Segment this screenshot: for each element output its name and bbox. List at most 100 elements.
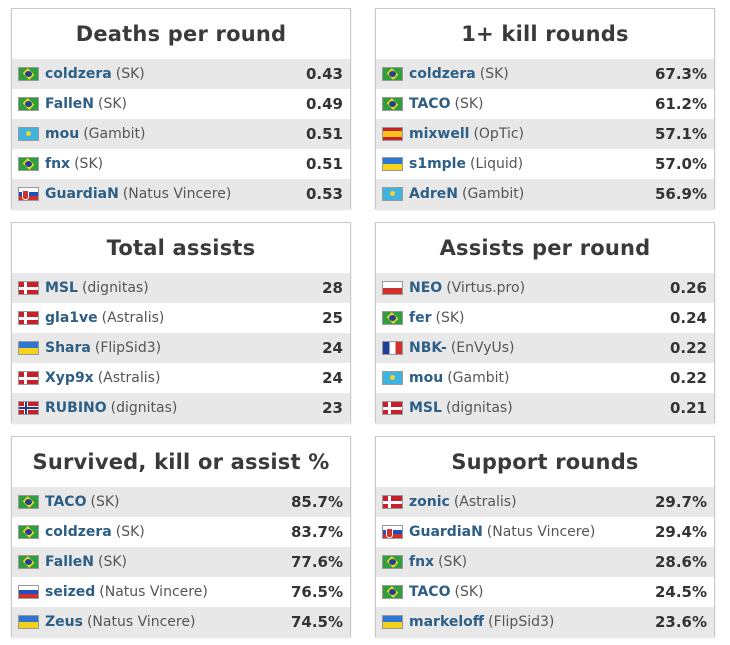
- stat-value: 24: [322, 369, 343, 387]
- player-link[interactable]: markeloff: [409, 614, 485, 630]
- leaderboard-list: zonic (Astralis) 29.7% GuardiaN (Natus Vince…: [376, 487, 714, 637]
- panel-title: Total assists: [106, 236, 256, 260]
- team-name: (Virtus.pro): [446, 280, 526, 296]
- leaderboard-row: coldzera (SK) 67.3%: [376, 59, 714, 89]
- player-link[interactable]: FalleN: [45, 96, 94, 112]
- player-link[interactable]: mixwell: [409, 126, 470, 142]
- leaderboard-row: zonic (Astralis) 29.7%: [376, 487, 714, 517]
- leaderboard-row: mou (Gambit) 0.22: [376, 363, 714, 393]
- team-name: (FlipSid3): [488, 614, 555, 630]
- player-link[interactable]: fnx: [409, 554, 435, 570]
- player-link[interactable]: coldzera: [45, 66, 112, 82]
- leaderboard-row: mou (Gambit) 0.51: [12, 119, 350, 149]
- stat-value: 74.5%: [290, 613, 343, 631]
- country-flag-icon: [382, 615, 403, 629]
- player-link[interactable]: zonic: [409, 494, 450, 510]
- country-flag-icon: [382, 525, 403, 539]
- team-name: (SK): [479, 66, 509, 82]
- country-flag-icon: [382, 555, 403, 569]
- player-link[interactable]: TACO: [409, 96, 451, 112]
- leaderboard-row: gla1ve (Astralis) 25: [12, 303, 350, 333]
- player-link[interactable]: FalleN: [45, 554, 94, 570]
- stat-value: 67.3%: [654, 65, 707, 83]
- stat-value: 23.6%: [654, 613, 707, 631]
- stat-value: 23: [322, 399, 343, 417]
- team-name: (OpTic): [473, 126, 524, 142]
- stats-panel-survived-kill-or-assist: Survived, kill or assist % TACO (SK) 85.7% c…: [11, 436, 351, 637]
- player-link[interactable]: coldzera: [45, 524, 112, 540]
- player-link[interactable]: TACO: [45, 494, 87, 510]
- player-link[interactable]: Shara: [45, 340, 91, 356]
- player-link[interactable]: gla1ve: [45, 310, 98, 326]
- leaderboard-row: s1mple (Liquid) 57.0%: [376, 149, 714, 179]
- country-flag-icon: [18, 495, 39, 509]
- leaderboard-row: Shara (FlipSid3) 24: [12, 333, 350, 363]
- country-flag-icon: [18, 341, 39, 355]
- team-name: (Gambit): [447, 370, 510, 386]
- country-flag-icon: [382, 401, 403, 415]
- team-name: (Natus Vincere): [486, 524, 596, 540]
- stat-value: 57.1%: [654, 125, 707, 143]
- leaderboard-list: NEO (Virtus.pro) 0.26 fer (SK) 0.24 NBK- (EnVyU…: [376, 273, 714, 423]
- country-flag-icon: [18, 67, 39, 81]
- team-name: (Gambit): [461, 186, 525, 202]
- stat-value: 77.6%: [290, 553, 343, 571]
- player-link[interactable]: mou: [409, 370, 444, 386]
- player-link[interactable]: Xyp9x: [45, 370, 94, 386]
- team-name: (Natus Vincere): [86, 614, 196, 630]
- country-flag-icon: [18, 555, 39, 569]
- player-link[interactable]: GuardiaN: [409, 524, 483, 540]
- player-link[interactable]: Zeus: [45, 614, 83, 630]
- player-link[interactable]: coldzera: [409, 66, 476, 82]
- leaderboard-row: fnx (SK) 28.6%: [376, 547, 714, 577]
- country-flag-icon: [382, 371, 403, 385]
- stat-value: 29.7%: [654, 493, 707, 511]
- panel-title: Support rounds: [451, 450, 639, 474]
- team-name: (SK): [435, 310, 465, 326]
- panel-title: Deaths per round: [75, 22, 287, 46]
- stat-value: 0.22: [669, 369, 707, 387]
- country-flag-icon: [18, 311, 39, 325]
- country-flag-icon: [382, 157, 403, 171]
- player-link[interactable]: MSL: [409, 400, 442, 416]
- country-flag-icon: [382, 127, 403, 141]
- player-link[interactable]: RUBINO: [45, 400, 107, 416]
- stat-value: 0.51: [305, 125, 343, 143]
- country-flag-icon: [382, 187, 403, 201]
- country-flag-icon: [18, 187, 39, 201]
- player-link[interactable]: fer: [409, 310, 432, 326]
- country-flag-icon: [382, 67, 403, 81]
- player-link[interactable]: TACO: [409, 584, 451, 600]
- leaderboard-row: TACO (SK) 61.2%: [376, 89, 714, 119]
- player-link[interactable]: seized: [45, 584, 96, 600]
- leaderboard-list: MSL (dignitas) 28 gla1ve (Astralis) 25 Shara (F…: [12, 273, 350, 423]
- country-flag-icon: [382, 585, 403, 599]
- panel-title: Survived, kill or assist %: [32, 450, 330, 474]
- leaderboard-row: coldzera (SK) 83.7%: [12, 517, 350, 547]
- stats-panel-assists-per-round: Assists per round NEO (Virtus.pro) 0.26 fer(…: [375, 222, 715, 423]
- leaderboard-row: fnx (SK) 0.51: [12, 149, 350, 179]
- country-flag-icon: [382, 341, 403, 355]
- player-link[interactable]: s1mple: [409, 156, 466, 172]
- stat-value: 0.22: [669, 339, 707, 357]
- player-link[interactable]: AdreN: [409, 186, 458, 202]
- country-flag-icon: [382, 97, 403, 111]
- player-link[interactable]: fnx: [45, 156, 71, 172]
- leaderboard-row: mixwell (OpTic) 57.1%: [376, 119, 714, 149]
- leaderboard-row: NEO (Virtus.pro) 0.26: [376, 273, 714, 303]
- team-name: (SK): [438, 554, 468, 570]
- team-name: (Natus Vincere): [122, 186, 232, 202]
- country-flag-icon: [382, 311, 403, 325]
- player-link[interactable]: NEO: [409, 280, 443, 296]
- country-flag-icon: [18, 127, 39, 141]
- leaderboard-list: coldzera (SK) 0.43 FalleN (SK) 0.49 mou (Gambit…: [12, 59, 350, 209]
- stat-value: 56.9%: [654, 185, 707, 203]
- player-link[interactable]: GuardiaN: [45, 186, 119, 202]
- country-flag-icon: [18, 97, 39, 111]
- team-name: (Astralis): [97, 370, 161, 386]
- player-link[interactable]: NBK-: [409, 340, 447, 356]
- stat-value: 61.2%: [654, 95, 707, 113]
- player-link[interactable]: mou: [45, 126, 80, 142]
- leaderboard-row: seized (Natus Vincere) 76.5%: [12, 577, 350, 607]
- player-link[interactable]: MSL: [45, 280, 78, 296]
